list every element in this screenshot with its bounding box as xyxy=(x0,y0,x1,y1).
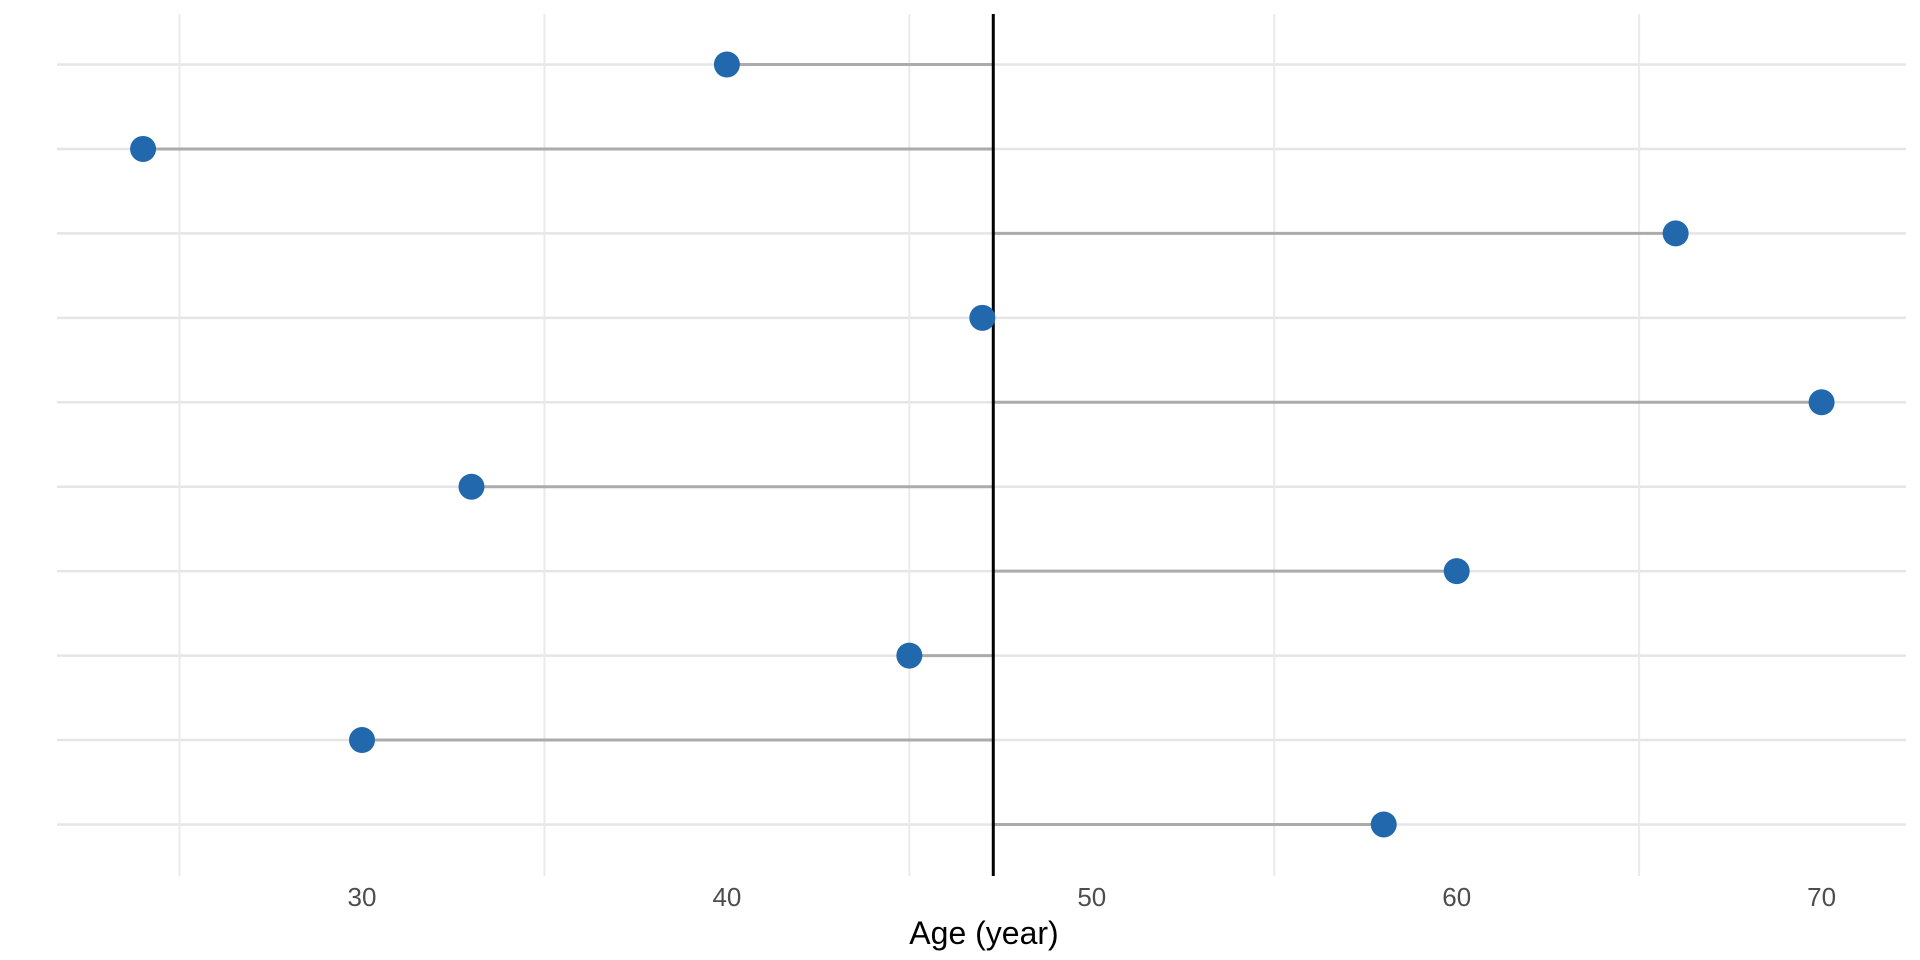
x-axis-title: Age (year) xyxy=(909,915,1059,951)
x-tick-label: 40 xyxy=(712,882,741,912)
data-point xyxy=(1808,389,1835,416)
x-tick-label: 50 xyxy=(1077,882,1106,912)
x-tick-label: 60 xyxy=(1442,882,1471,912)
x-tick-label: 30 xyxy=(348,882,377,912)
data-point xyxy=(969,304,996,331)
x-tick-label: 70 xyxy=(1807,882,1836,912)
data-point xyxy=(1443,558,1470,585)
data-point xyxy=(349,727,375,754)
vertical-gridlines xyxy=(178,14,1641,876)
data-point xyxy=(130,135,157,162)
segments xyxy=(143,63,1822,826)
data-point xyxy=(896,642,923,669)
data-point xyxy=(1662,220,1689,247)
data-point xyxy=(713,51,740,78)
horizontal-gridlines xyxy=(57,63,1906,826)
data-point xyxy=(1370,811,1397,838)
x-axis-tick-labels: 30 40 50 60 70 xyxy=(348,882,1837,912)
data-points xyxy=(130,51,1835,838)
data-point xyxy=(458,473,485,500)
